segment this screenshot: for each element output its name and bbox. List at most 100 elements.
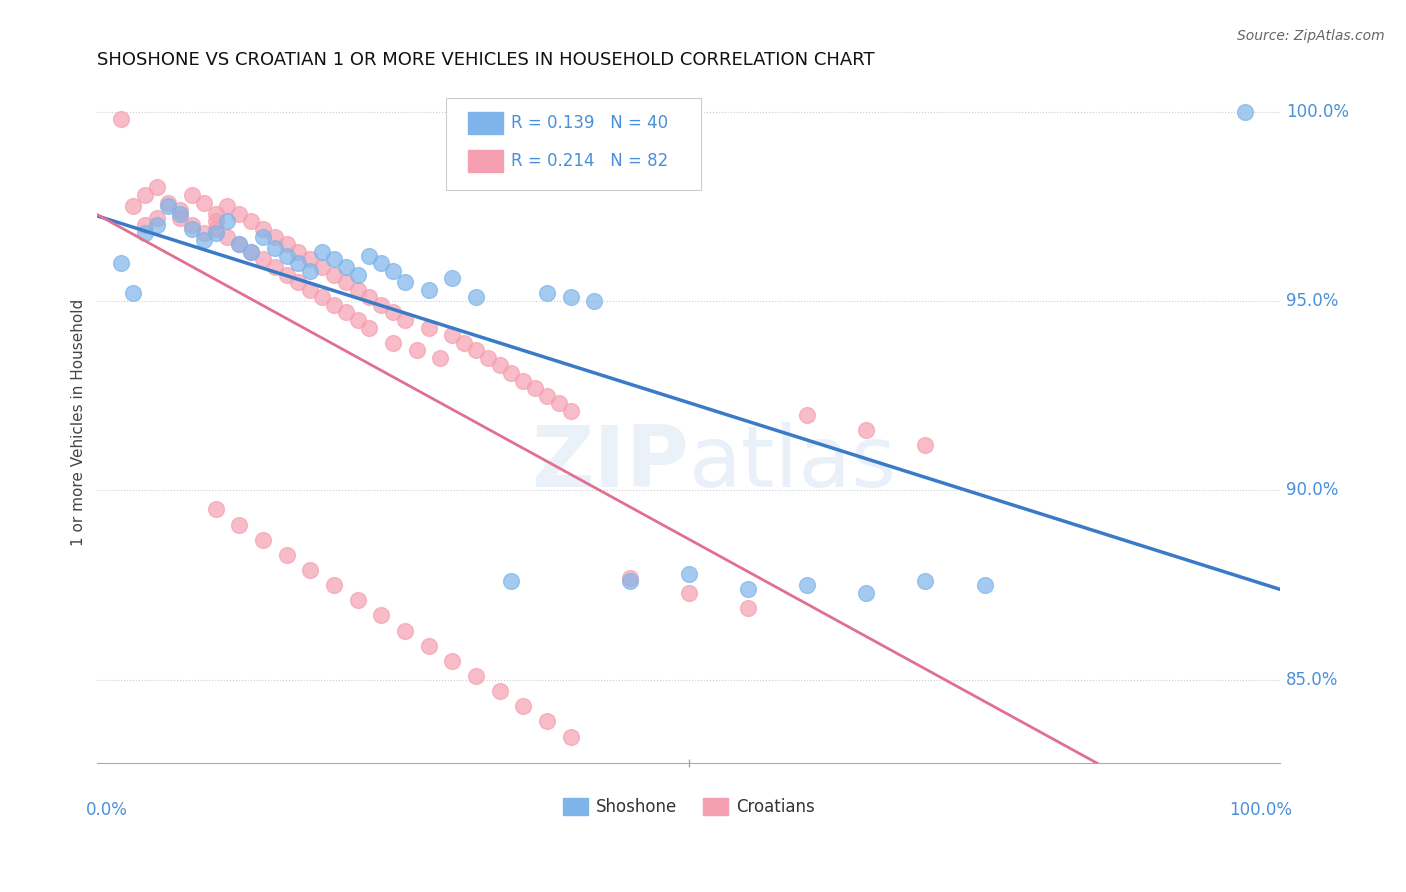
- Point: [299, 283, 322, 297]
- Point: [464, 669, 486, 683]
- Point: [287, 275, 309, 289]
- Text: 90.0%: 90.0%: [1286, 482, 1339, 500]
- Point: [346, 313, 368, 327]
- Text: R = 0.214   N = 82: R = 0.214 N = 82: [512, 153, 669, 170]
- Point: [193, 226, 215, 240]
- Point: [418, 320, 440, 334]
- FancyBboxPatch shape: [468, 112, 503, 134]
- Point: [134, 188, 156, 202]
- Point: [855, 585, 877, 599]
- Point: [240, 214, 263, 228]
- Point: [394, 313, 416, 327]
- Point: [228, 237, 250, 252]
- Point: [359, 320, 381, 334]
- Point: [418, 283, 440, 297]
- Point: [252, 229, 274, 244]
- Point: [134, 226, 156, 240]
- Point: [370, 298, 392, 312]
- Point: [287, 256, 309, 270]
- Point: [796, 408, 818, 422]
- Point: [429, 351, 451, 365]
- Point: [405, 343, 427, 358]
- Point: [110, 256, 132, 270]
- Point: [157, 199, 180, 213]
- Text: R = 0.139   N = 40: R = 0.139 N = 40: [512, 114, 668, 132]
- Text: SHOSHONE VS CROATIAN 1 OR MORE VEHICLES IN HOUSEHOLD CORRELATION CHART: SHOSHONE VS CROATIAN 1 OR MORE VEHICLES …: [97, 51, 875, 69]
- Point: [453, 335, 475, 350]
- Y-axis label: 1 or more Vehicles in Household: 1 or more Vehicles in Household: [72, 299, 86, 546]
- Point: [914, 438, 936, 452]
- Point: [299, 264, 322, 278]
- Point: [512, 374, 534, 388]
- Point: [252, 222, 274, 236]
- Text: 100.0%: 100.0%: [1229, 801, 1292, 819]
- Point: [536, 714, 558, 729]
- Point: [359, 290, 381, 304]
- Point: [252, 252, 274, 267]
- Point: [323, 252, 346, 267]
- Point: [169, 203, 191, 218]
- Point: [134, 219, 156, 233]
- Text: 85.0%: 85.0%: [1286, 671, 1339, 689]
- Point: [382, 335, 405, 350]
- Point: [228, 207, 250, 221]
- Point: [370, 256, 392, 270]
- Text: Source: ZipAtlas.com: Source: ZipAtlas.com: [1237, 29, 1385, 43]
- Point: [157, 195, 180, 210]
- Point: [512, 699, 534, 714]
- Point: [204, 226, 226, 240]
- Point: [193, 234, 215, 248]
- Point: [619, 574, 641, 589]
- Point: [382, 264, 405, 278]
- Point: [311, 244, 333, 259]
- Point: [181, 188, 204, 202]
- Point: [204, 207, 226, 221]
- Point: [323, 578, 346, 592]
- Point: [524, 381, 547, 395]
- Point: [276, 268, 298, 282]
- Point: [204, 222, 226, 236]
- Point: [299, 252, 322, 267]
- Point: [560, 290, 582, 304]
- Point: [678, 585, 700, 599]
- Point: [263, 260, 285, 274]
- Point: [299, 563, 322, 577]
- Point: [311, 260, 333, 274]
- Point: [501, 366, 523, 380]
- Point: [169, 207, 191, 221]
- Point: [323, 268, 346, 282]
- Point: [382, 305, 405, 319]
- Point: [619, 570, 641, 584]
- Point: [488, 359, 510, 373]
- Text: 95.0%: 95.0%: [1286, 292, 1339, 310]
- Point: [796, 578, 818, 592]
- Point: [560, 730, 582, 744]
- Point: [193, 195, 215, 210]
- Point: [110, 112, 132, 127]
- Text: 0.0%: 0.0%: [86, 801, 128, 819]
- Point: [737, 582, 759, 596]
- Point: [204, 214, 226, 228]
- Point: [181, 219, 204, 233]
- Point: [240, 244, 263, 259]
- FancyBboxPatch shape: [468, 150, 503, 172]
- Point: [121, 286, 143, 301]
- Point: [346, 283, 368, 297]
- Point: [501, 574, 523, 589]
- Point: [240, 244, 263, 259]
- Point: [973, 578, 995, 592]
- Point: [169, 211, 191, 225]
- Point: [394, 275, 416, 289]
- Point: [335, 260, 357, 274]
- Point: [464, 290, 486, 304]
- Point: [335, 275, 357, 289]
- Point: [145, 219, 167, 233]
- Point: [276, 548, 298, 562]
- Point: [217, 214, 239, 228]
- Point: [121, 199, 143, 213]
- Text: 100.0%: 100.0%: [1286, 103, 1350, 120]
- Point: [547, 396, 569, 410]
- Point: [145, 211, 167, 225]
- Point: [276, 249, 298, 263]
- Point: [914, 574, 936, 589]
